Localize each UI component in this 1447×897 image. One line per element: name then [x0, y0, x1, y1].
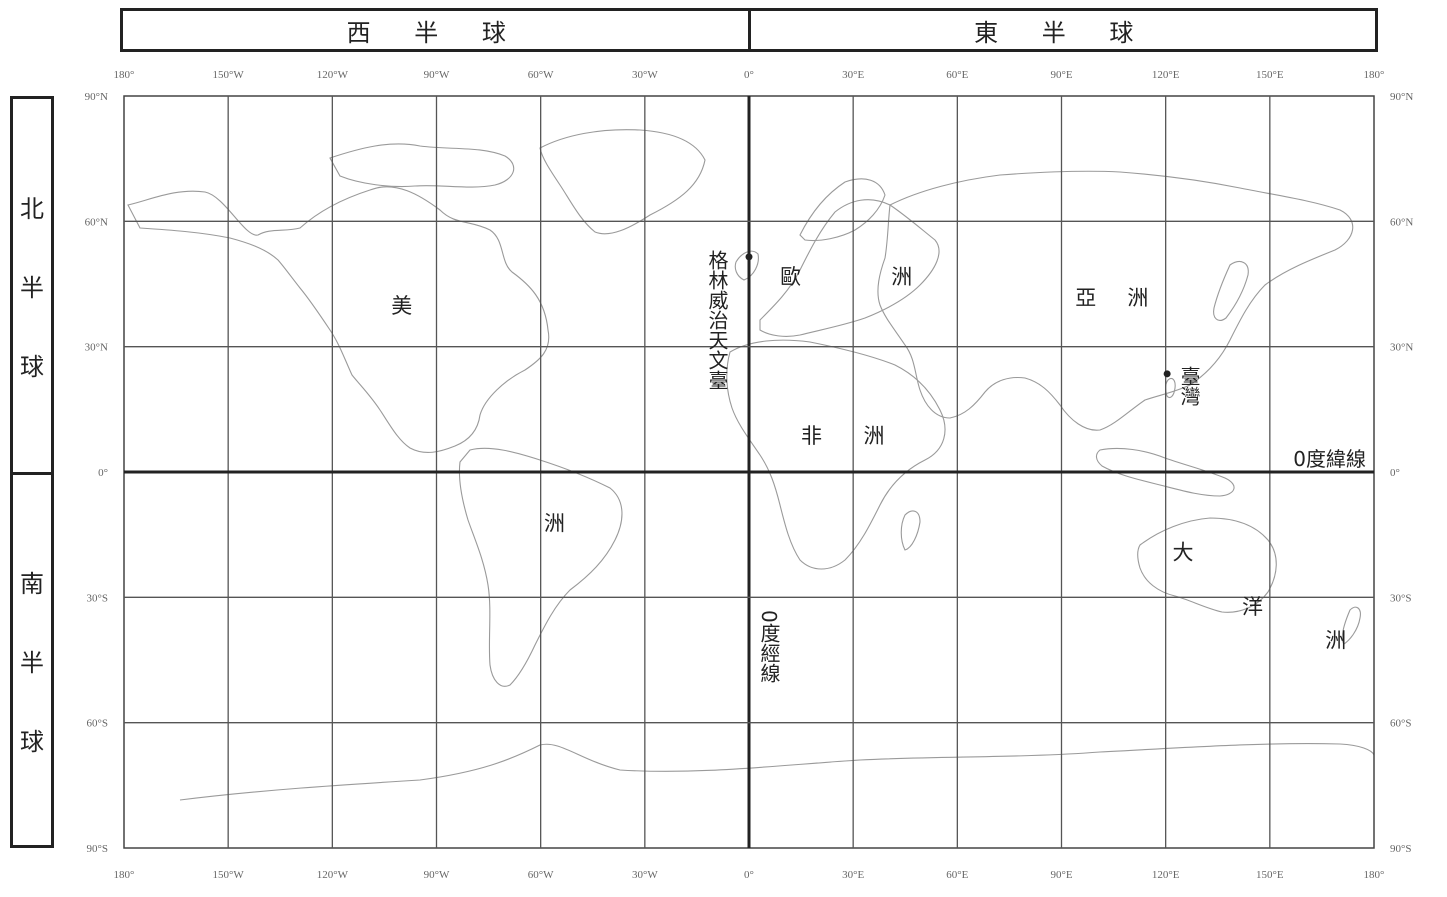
longitude-tick-label: 120°E [1152, 69, 1180, 81]
north-america-coast [127, 186, 550, 454]
taiwan-marker [1163, 370, 1171, 378]
longitude-tick-label: 90°W [424, 69, 450, 81]
latitude-tick-label: 60°S [1390, 718, 1412, 730]
longitude-tick-label: 150°E [1256, 869, 1284, 881]
continent-label: 洲 [1127, 286, 1148, 310]
northern-hemisphere-char: 球 [20, 353, 44, 381]
longitude-tick-label: 90°E [1050, 869, 1072, 881]
latitude-tick-label: 60°N [85, 216, 108, 228]
southern-hemisphere-char: 半 [20, 648, 44, 677]
longitude-tick-label: 60°E [946, 69, 968, 81]
continent-label: 洲 [1325, 628, 1346, 652]
longitude-tick-label: 90°E [1050, 69, 1072, 81]
latitude-tick-label: 90°N [1390, 91, 1413, 103]
latitude-tick-label: 0° [1390, 467, 1400, 479]
africa-coast [726, 339, 946, 570]
south-america-coast [458, 447, 623, 687]
longitude-tick-label: 180° [114, 69, 135, 81]
greenwich-marker [745, 253, 753, 261]
longitude-tick-label: 60°E [946, 869, 968, 881]
southern-hemisphere-char: 球 [20, 727, 44, 756]
northern-hemisphere-char: 半 [20, 274, 44, 302]
northern-hemisphere-char: 北 [20, 195, 44, 223]
equator-label: 0度緯線 [1293, 447, 1366, 471]
latitude-tick-label: 90°S [86, 843, 108, 855]
longitude-tick-label: 90°W [424, 869, 450, 881]
longitude-tick-label: 120°W [317, 69, 349, 81]
australia-coast [1137, 517, 1277, 613]
hemisphere-side-bar: 北 半 球 南 半 球 [10, 96, 54, 848]
british-isles-coast [734, 250, 759, 281]
new-zealand-coast [1341, 606, 1361, 645]
continent-label: 歐 [780, 265, 801, 289]
prime-meridian-label: 0度經線 [757, 610, 781, 683]
longitude-tick-label: 0° [744, 69, 754, 81]
continent-label: 非 [801, 424, 822, 448]
japan-coast [1213, 261, 1249, 321]
latitude-tick-label: 30°N [1390, 342, 1413, 354]
continent-label: 洲 [864, 424, 885, 448]
graticule [123, 95, 1375, 849]
longitude-tick-label: 30°W [632, 69, 658, 81]
latitude-tick-label: 60°S [86, 718, 108, 730]
scandinavia-coast [799, 178, 886, 242]
continent-label: 洲 [544, 511, 565, 535]
continent-label: 大 [1173, 541, 1194, 565]
greenwich-observatory-label: 格林威治天文臺 [705, 250, 729, 390]
asia-coast [877, 170, 1354, 431]
antarctica-coast [179, 743, 1375, 801]
arctic-islands-coast [329, 143, 515, 188]
continent-label: 洲 [891, 265, 912, 289]
hemisphere-header: 西 半 球 東 半 球 [120, 8, 1378, 52]
latitude-tick-label: 60°N [1390, 216, 1413, 228]
southern-hemisphere-char: 南 [20, 569, 44, 598]
latitude-tick-label: 30°N [85, 342, 108, 354]
longitude-tick-label: 150°W [213, 69, 245, 81]
longitude-tick-label: 30°E [842, 869, 864, 881]
southern-hemisphere-label: 南 半 球 [13, 472, 51, 845]
map-annotations: 格林威治天文臺 臺灣 0度緯線 0度經線 [705, 250, 1366, 683]
europe-coast [759, 199, 940, 337]
longitude-tick-label: 60°W [528, 869, 554, 881]
longitude-tick-label: 150°W [213, 869, 245, 881]
longitude-tick-label: 120°W [317, 869, 349, 881]
longitude-tick-label: 180° [1364, 869, 1385, 881]
longitude-tick-label: 180° [114, 869, 135, 881]
continent-label: 洋 [1242, 595, 1263, 619]
tick-labels: 180° 180° 150°W 150°W 120°W 120°W 90°W 90°W 60°W… [85, 69, 1414, 881]
continent-label: 亞 [1075, 286, 1096, 310]
eastern-hemisphere-label: 東 半 球 [747, 11, 1376, 49]
madagascar-coast [900, 510, 921, 551]
latitude-tick-label: 30°S [1390, 592, 1412, 604]
greenland-coast [539, 129, 706, 235]
western-hemisphere-label: 西 半 球 [346, 18, 524, 47]
latitude-tick-label: 30°S [86, 592, 108, 604]
latitude-tick-label: 90°S [1390, 843, 1412, 855]
northern-hemisphere-label: 北 半 球 [13, 99, 51, 472]
southeast-asia-islands-coast [1095, 447, 1235, 497]
longitude-tick-label: 180° [1364, 69, 1385, 81]
longitude-tick-label: 60°W [528, 69, 554, 81]
continent-label: 美 [391, 294, 412, 318]
longitude-tick-label: 30°W [632, 869, 658, 881]
taiwan-island-coast [1165, 377, 1176, 399]
latitude-tick-label: 0° [98, 467, 108, 479]
longitude-tick-label: 0° [744, 869, 754, 881]
coastlines [127, 129, 1375, 801]
longitude-tick-label: 120°E [1152, 869, 1180, 881]
longitude-tick-label: 150°E [1256, 69, 1284, 81]
taiwan-label: 臺灣 [1177, 365, 1201, 406]
latitude-tick-label: 90°N [85, 91, 108, 103]
longitude-tick-label: 30°E [842, 69, 864, 81]
